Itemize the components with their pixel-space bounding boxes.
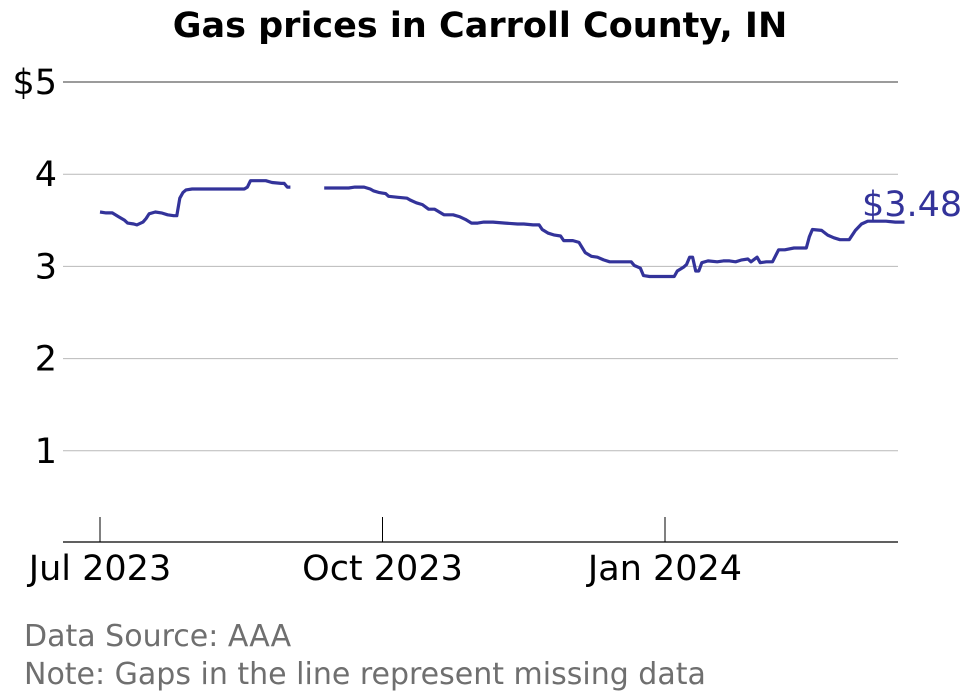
y-tick-label: 4 bbox=[35, 155, 57, 195]
price-series bbox=[99, 179, 905, 279]
x-axis-ticks: Jul 2023 Oct 2023 Jan 2024 bbox=[27, 517, 742, 589]
data-source-note: Data Source: AAA bbox=[24, 619, 292, 654]
missing-data-note: Note: Gaps in the line represent missing… bbox=[24, 657, 706, 692]
gridlines bbox=[63, 81, 898, 452]
y-tick-label: 1 bbox=[35, 432, 57, 472]
chart-title: Gas prices in Carroll County, IN bbox=[173, 6, 788, 46]
y-axis-labels: 1 2 3 4 $5 bbox=[12, 63, 57, 472]
latest-price-label: $3.48 bbox=[862, 185, 962, 225]
x-tick-label: Oct 2023 bbox=[302, 549, 463, 589]
x-tick-label: Jul 2023 bbox=[27, 549, 171, 589]
price-line-segment bbox=[324, 185, 905, 279]
y-tick-label: $5 bbox=[12, 63, 57, 103]
x-tick-label: Jan 2024 bbox=[586, 549, 742, 589]
y-tick-label: 2 bbox=[35, 340, 57, 380]
y-tick-label: 3 bbox=[35, 247, 57, 287]
price-line-segment bbox=[99, 179, 291, 227]
